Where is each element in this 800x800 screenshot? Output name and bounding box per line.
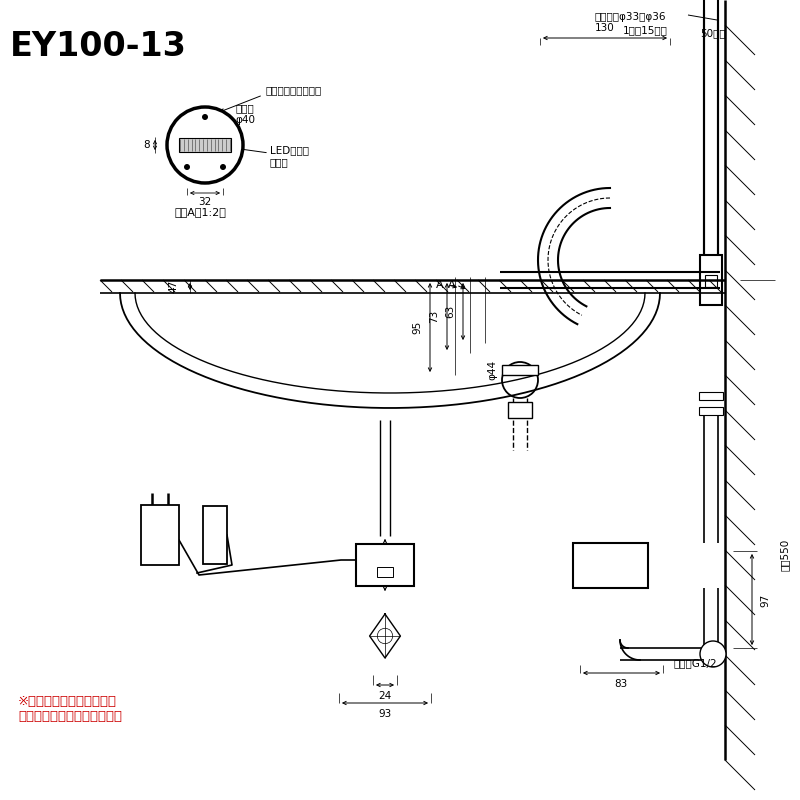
Text: φ44: φ44 (487, 360, 497, 380)
Text: 24: 24 (378, 691, 392, 701)
Bar (141, 505, 179, 565)
Text: A: A (448, 280, 456, 290)
Text: 130: 130 (595, 23, 615, 33)
Bar (705, 275, 717, 287)
Text: 矢視A（1:2）: 矢視A（1:2） (174, 207, 226, 217)
Bar (699, 392, 723, 400)
Text: 73: 73 (429, 310, 439, 322)
Text: 1以上15以下: 1以上15以下 (622, 25, 667, 35)
Bar (179, 138, 231, 152)
Bar (700, 255, 722, 305)
Bar (573, 542, 647, 587)
Bar (508, 402, 532, 418)
Bar (377, 567, 393, 577)
Circle shape (220, 164, 226, 170)
Text: 8: 8 (143, 140, 150, 150)
Text: φ40: φ40 (235, 115, 255, 125)
Text: 97: 97 (760, 594, 770, 606)
Text: 83: 83 (614, 679, 628, 689)
Bar (356, 544, 414, 586)
Text: 取付穴径φ33～φ36: 取付穴径φ33～φ36 (594, 12, 666, 22)
Text: 47: 47 (168, 279, 178, 293)
Text: 93: 93 (378, 709, 392, 719)
Text: LEDライト: LEDライト (270, 145, 309, 155)
Text: 発光部: 発光部 (270, 157, 289, 167)
Bar (502, 365, 538, 375)
Circle shape (167, 107, 243, 183)
Bar (699, 407, 723, 415)
Text: 63: 63 (445, 304, 455, 318)
Text: 50以上: 50以上 (700, 28, 726, 38)
Circle shape (184, 164, 190, 170)
Text: EY100-13: EY100-13 (10, 30, 187, 63)
Text: 32: 32 (198, 197, 212, 207)
Text: A: A (436, 280, 444, 290)
Text: ※洗面ボウル、排水部材、
止水栓等は付属していません: ※洗面ボウル、排水部材、 止水栓等は付属していません (18, 695, 122, 723)
Text: 発光部: 発光部 (235, 103, 254, 113)
Circle shape (202, 114, 208, 120)
Text: 最大550: 最大550 (780, 539, 790, 571)
Text: めねじG1/2: めねじG1/2 (674, 658, 717, 668)
Text: 赤外線（センサー）: 赤外線（センサー） (265, 85, 322, 95)
Bar (203, 506, 227, 564)
Text: 95: 95 (412, 320, 422, 334)
Circle shape (700, 641, 726, 667)
